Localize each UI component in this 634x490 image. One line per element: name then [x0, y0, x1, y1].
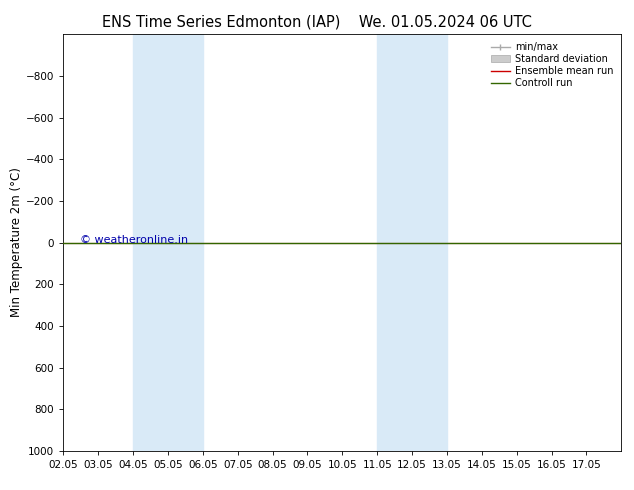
- Y-axis label: Min Temperature 2m (°C): Min Temperature 2m (°C): [10, 168, 23, 318]
- Text: ENS Time Series Edmonton (IAP)    We. 01.05.2024 06 UTC: ENS Time Series Edmonton (IAP) We. 01.05…: [102, 15, 532, 30]
- Bar: [377, 34, 447, 451]
- Bar: [133, 34, 203, 451]
- Text: © weatheronline.in: © weatheronline.in: [80, 236, 188, 245]
- Legend: min/max, Standard deviation, Ensemble mean run, Controll run: min/max, Standard deviation, Ensemble me…: [488, 39, 616, 91]
